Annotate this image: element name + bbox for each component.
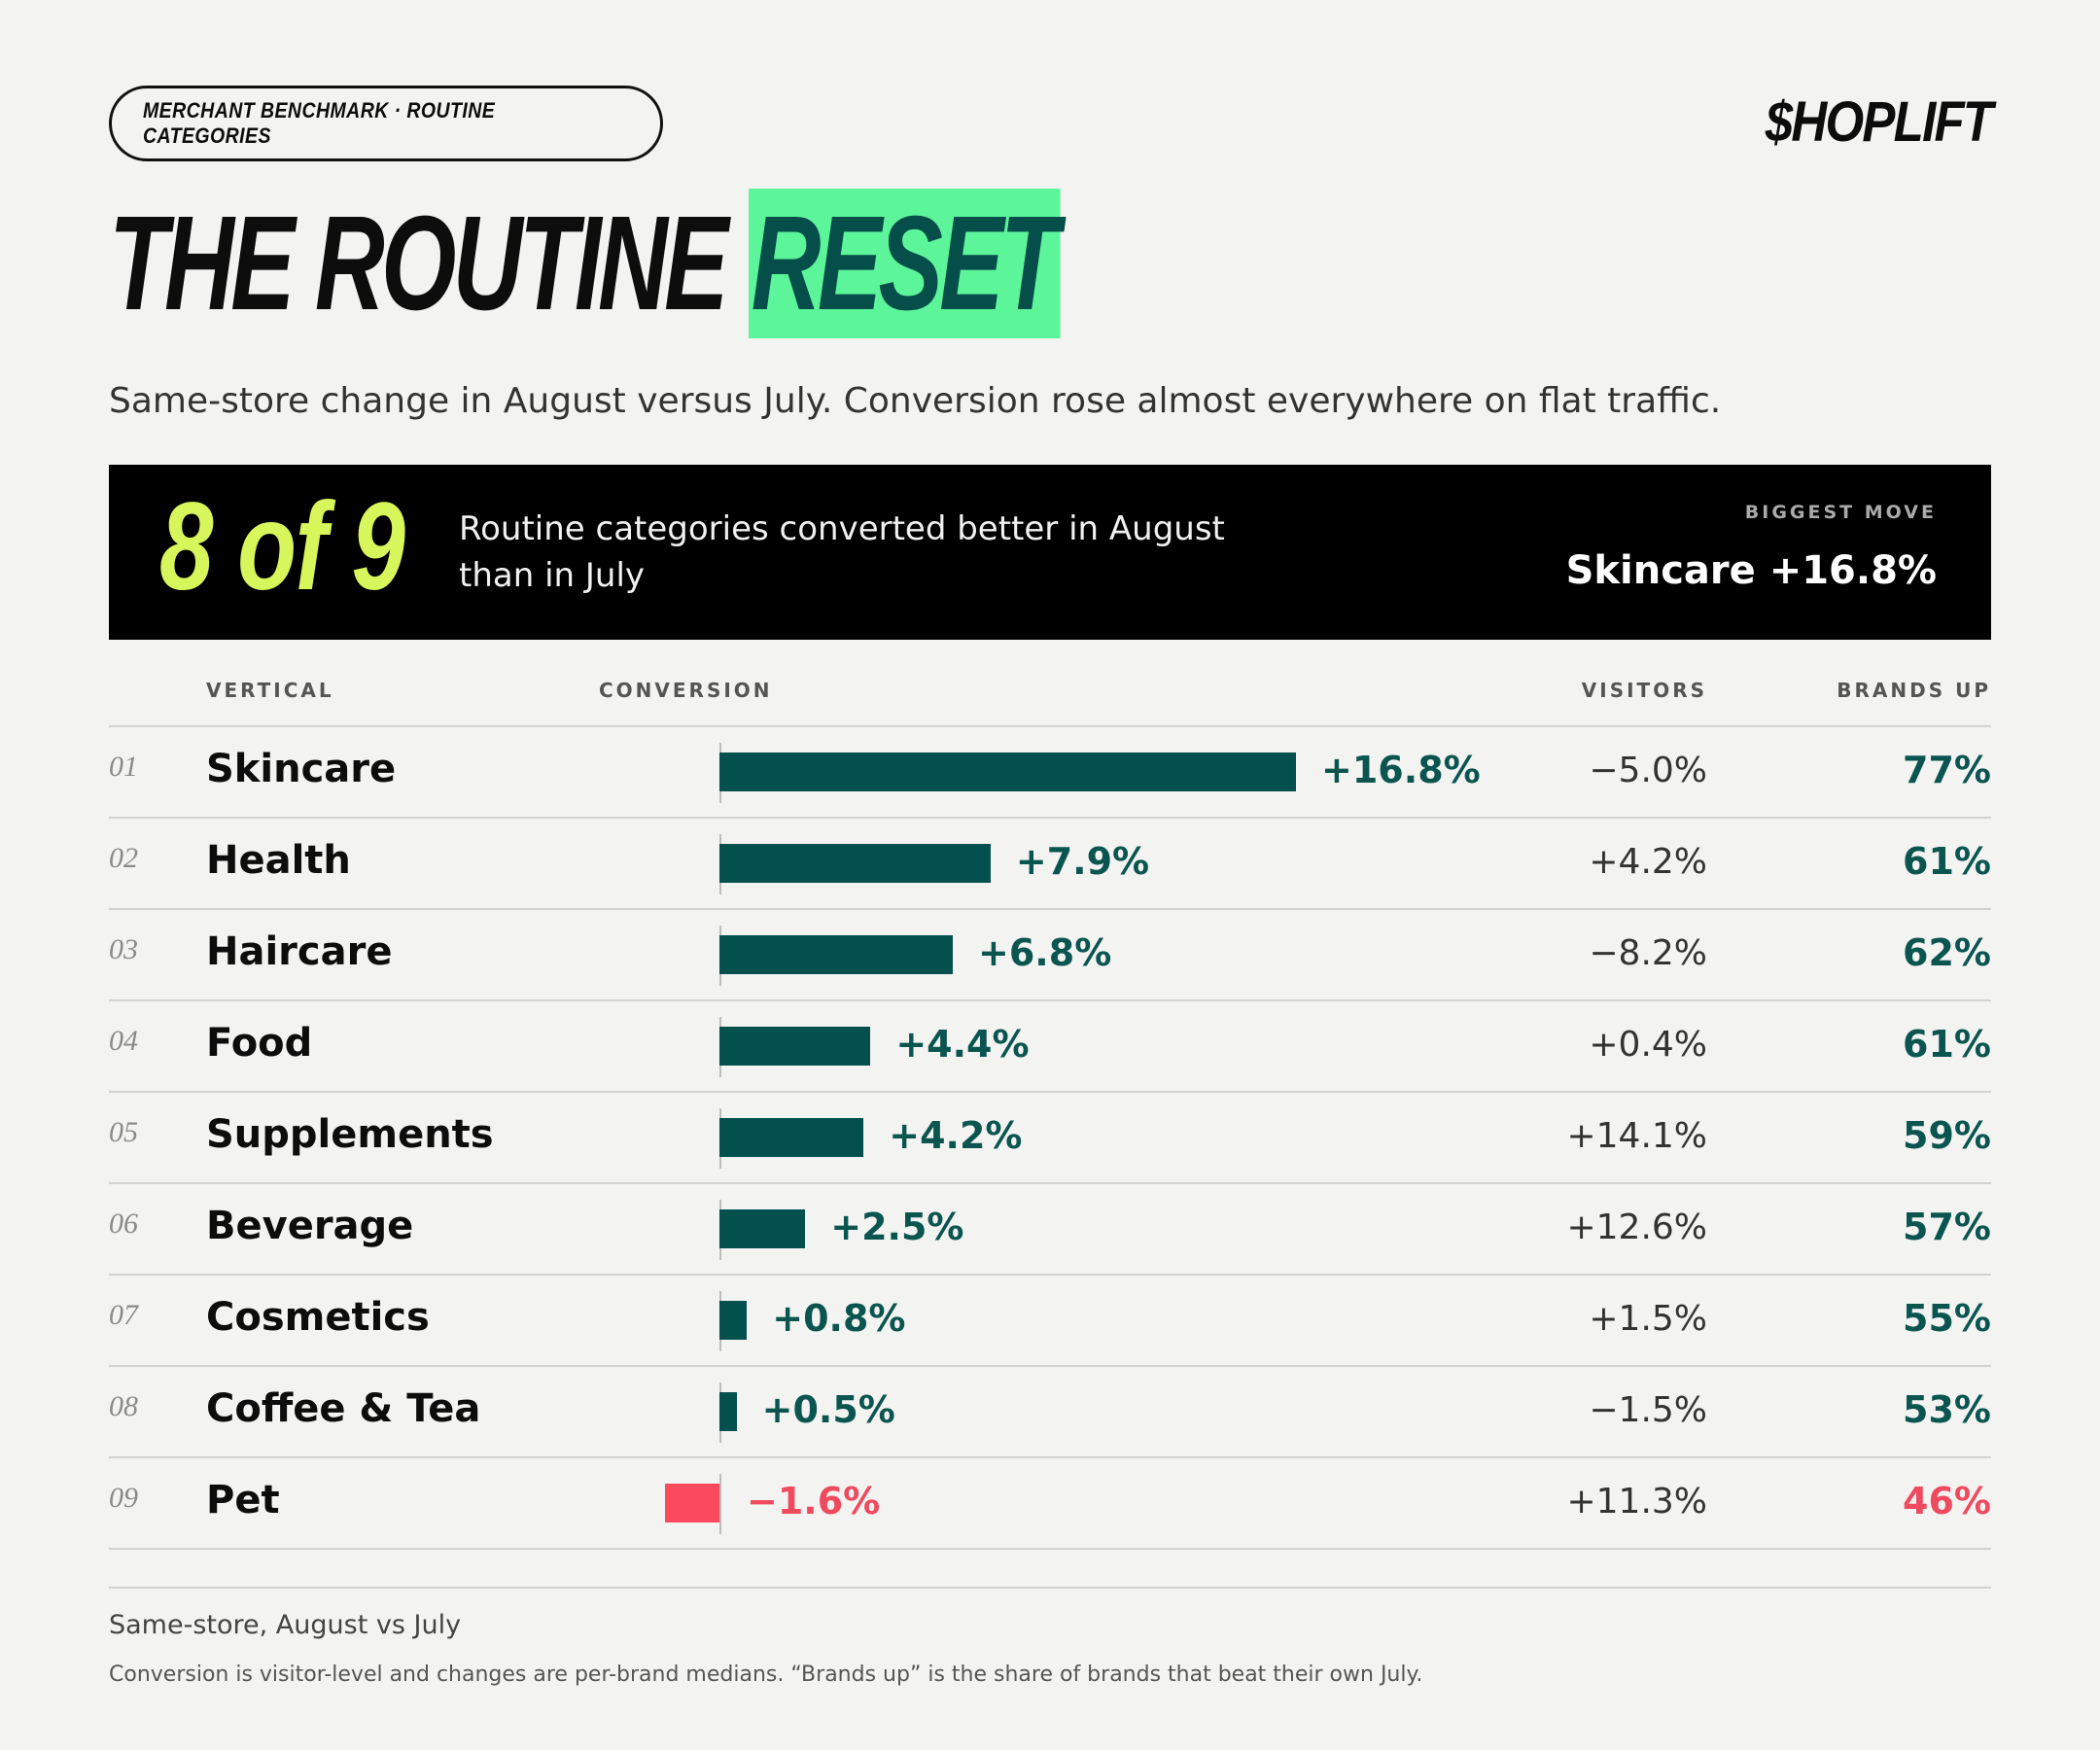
table-row: 02 Health +4.2% 61% +7.9% [109,819,1991,910]
row-number: 02 [109,842,138,874]
conversion-label: +7.9% [1015,840,1150,883]
row-divider [109,908,1991,910]
kicker-text: MERCHANT BENCHMARK · ROUTINE CATEGORIES [143,98,496,148]
conversion-bar [664,1484,719,1522]
conversion-bar [719,1301,748,1340]
row-number: 04 [109,1025,138,1057]
footer-note: Conversion is visitor-level and changes … [109,1662,1423,1687]
col-header-vertical: VERTICAL [206,679,334,702]
vertical-name: Health [206,838,351,883]
col-header-conversion: CONVERSION [599,679,773,702]
header-divider [109,725,1991,727]
row-number: 03 [109,933,138,965]
visitors-change: −5.0% [1589,751,1707,790]
kicker-pill: MERCHANT BENCHMARK · ROUTINE CATEGORIES [109,86,663,161]
conversion-label: +16.8% [1321,749,1481,791]
vertical-name: Coffee & Tea [206,1386,481,1431]
row-divider [109,1365,1991,1367]
page-title: THE ROUTINE RESET [109,189,1061,338]
vertical-name: Cosmetics [206,1295,430,1340]
biggest-move-value: Skincare +16.8% [1565,548,1937,593]
row-number: 05 [109,1116,138,1148]
table-row: 05 Supplements +14.1% 59% +4.2% [109,1093,1991,1184]
brands-up-value: 46% [1903,1480,1991,1522]
conversion-bar [719,1392,737,1431]
row-divider [109,817,1991,819]
brands-up-value: 57% [1903,1206,1991,1248]
subtitle: Same-store change in August versus July.… [109,381,1722,421]
big-stat: 8 of 9 [159,477,405,616]
footer-source: Same-store, August vs July [109,1610,462,1640]
row-divider [109,1274,1991,1276]
table-row: 09 Pet +11.3% 46% −1.6% [109,1458,1991,1550]
table-row: 06 Beverage +12.6% 57% +2.5% [109,1184,1991,1276]
conversion-bar [719,752,1297,791]
title-highlight: RESET [748,189,1061,338]
conversion-bar [719,935,954,974]
conversion-label: −1.6% [747,1480,881,1522]
conversion-label: +2.5% [830,1206,964,1248]
brands-up-value: 55% [1903,1297,1991,1340]
vertical-name: Haircare [206,929,393,974]
row-divider [109,1456,1991,1458]
footer-divider [109,1587,1991,1589]
vertical-name: Food [206,1021,313,1066]
brands-up-value: 62% [1903,931,1991,974]
brands-up-value: 61% [1903,840,1991,883]
table-row: 04 Food +0.4% 61% +4.4% [109,1001,1991,1093]
row-number: 08 [109,1390,138,1422]
row-divider [109,1182,1991,1184]
visitors-change: +0.4% [1589,1025,1707,1065]
vertical-name: Skincare [206,747,397,791]
title-main: THE ROUTINE [109,189,749,338]
row-divider [109,1548,1991,1550]
conversion-label: +6.8% [978,931,1112,974]
summary-banner: 8 of 9 Routine categories converted bett… [109,465,1991,640]
banner-description: Routine categories converted better in A… [459,509,1225,595]
row-number: 01 [109,751,138,783]
visitors-change: +12.6% [1566,1208,1707,1247]
conversion-label: +4.4% [895,1023,1030,1066]
conversion-bar [719,844,991,883]
col-header-brands-up: BRANDS UP [1837,679,1991,702]
visitors-change: +11.3% [1566,1482,1707,1522]
brands-up-value: 59% [1903,1114,1991,1157]
brands-up-value: 53% [1903,1388,1991,1431]
zero-axis [719,1474,721,1534]
brands-up-value: 77% [1903,749,1991,791]
row-divider [109,999,1991,1001]
conversion-label: +0.8% [772,1297,906,1340]
table-row: 03 Haircare −8.2% 62% +6.8% [109,910,1991,1001]
row-number: 07 [109,1299,138,1331]
col-header-visitors: VISITORS [1581,679,1707,702]
visitors-change: −1.5% [1589,1390,1707,1430]
table-row: 07 Cosmetics +1.5% 55% +0.8% [109,1276,1991,1367]
table-row: 08 Coffee & Tea −1.5% 53% +0.5% [109,1367,1991,1458]
conversion-bar [719,1027,871,1066]
row-number: 06 [109,1208,138,1240]
conversion-bar [719,1209,806,1248]
table-row: 01 Skincare −5.0% 77% +16.8% [109,727,1991,819]
conversion-bar [719,1118,864,1157]
visitors-change: −8.2% [1589,933,1707,973]
visitors-change: +4.2% [1589,842,1707,882]
vertical-name: Pet [206,1478,280,1522]
vertical-name: Supplements [206,1112,494,1157]
brand-logo: $HOPLIFT [1765,90,1992,154]
conversion-label: +4.2% [889,1114,1023,1157]
row-number: 09 [109,1482,138,1514]
row-divider [109,1091,1991,1093]
vertical-name: Beverage [206,1204,414,1248]
biggest-move-label: BIGGEST MOVE [1744,502,1937,523]
visitors-change: +1.5% [1589,1299,1707,1339]
visitors-change: +14.1% [1566,1116,1707,1156]
brands-up-value: 61% [1903,1023,1991,1066]
conversion-label: +0.5% [761,1388,895,1431]
